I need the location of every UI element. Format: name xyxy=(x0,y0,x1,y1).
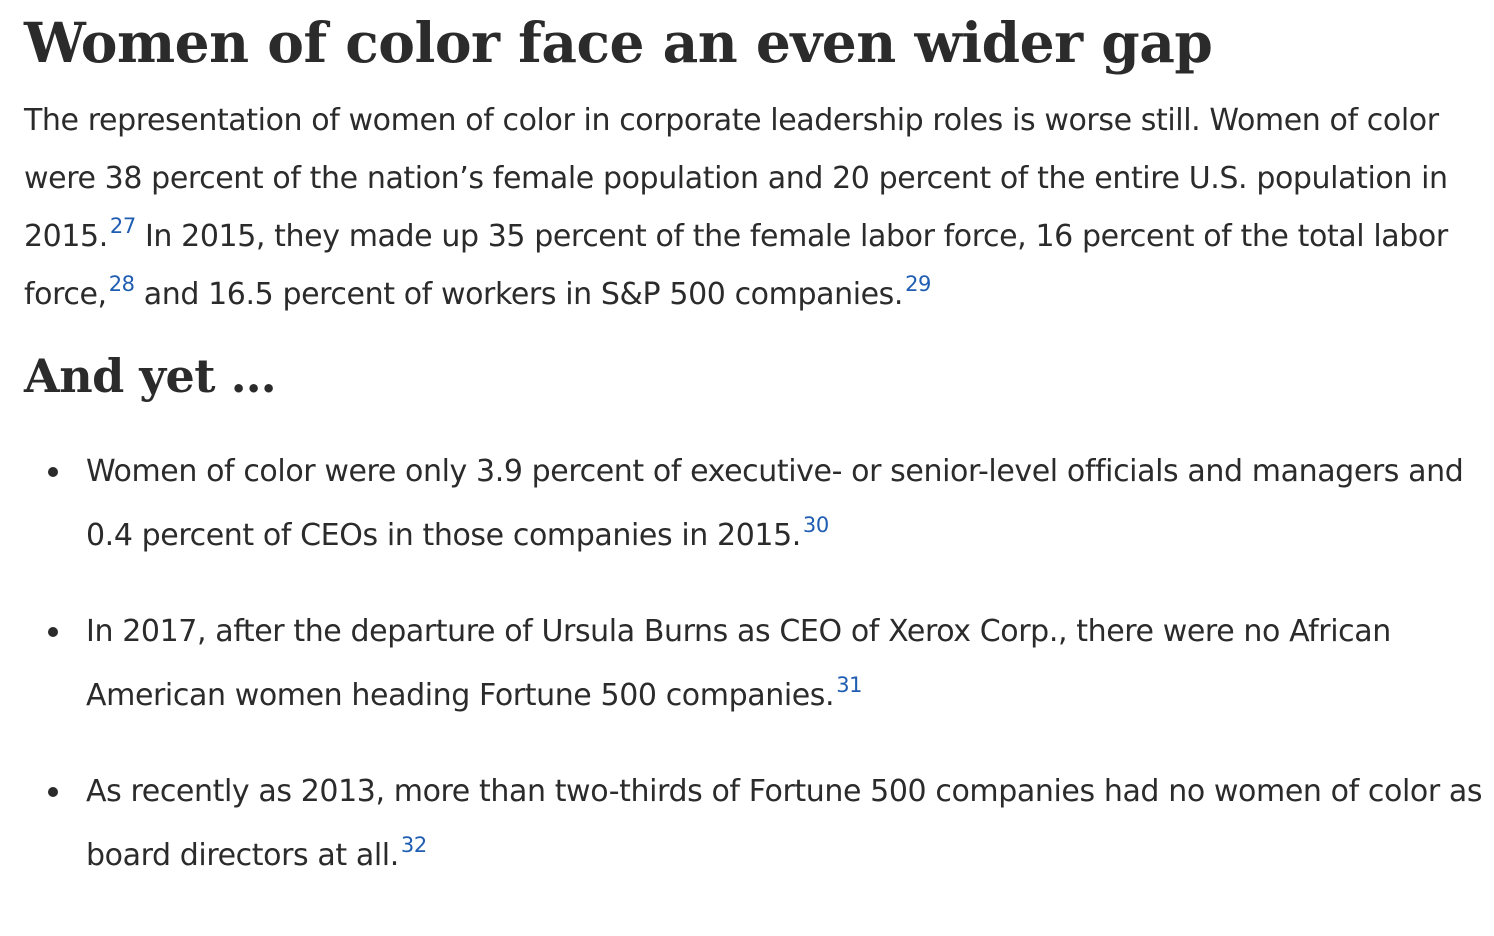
bullet-icon xyxy=(48,627,58,637)
list-item-text: As recently as 2013, more than two-third… xyxy=(86,774,1483,873)
list-item: Women of color were only 3.9 percent of … xyxy=(24,440,1490,568)
list-item-text: Women of color were only 3.9 percent of … xyxy=(86,454,1464,553)
list-item-text: In 2017, after the departure of Ursula B… xyxy=(86,614,1391,713)
intro-text-part-3: and 16.5 percent of workers in S&P 500 c… xyxy=(134,277,904,312)
bullet-icon xyxy=(48,467,58,477)
list-item: As recently as 2013, more than two-third… xyxy=(24,760,1490,888)
article-section: Women of color face an even wider gap Th… xyxy=(24,0,1490,920)
footnote-link-31[interactable]: 31 xyxy=(836,673,863,697)
footnote-link-29[interactable]: 29 xyxy=(905,272,931,296)
subheading: And yet … xyxy=(24,349,277,403)
footnote-link-28[interactable]: 28 xyxy=(108,272,135,296)
footnote-link-32[interactable]: 32 xyxy=(400,833,427,857)
intro-paragraph: The representation of women of color in … xyxy=(24,92,1490,324)
bullet-list: Women of color were only 3.9 percent of … xyxy=(24,440,1490,888)
footnote-link-27[interactable]: 27 xyxy=(109,214,136,238)
bullet-icon xyxy=(48,787,58,797)
intro-text-part-2: In 2015, they made up 35 percent of the … xyxy=(24,219,1448,312)
footnote-link-30[interactable]: 30 xyxy=(802,513,829,537)
list-item: In 2017, after the departure of Ursula B… xyxy=(24,600,1490,728)
section-heading: Women of color face an even wider gap xyxy=(24,10,1213,75)
intro-text-part-1: The representation of women of color in … xyxy=(24,103,1448,254)
